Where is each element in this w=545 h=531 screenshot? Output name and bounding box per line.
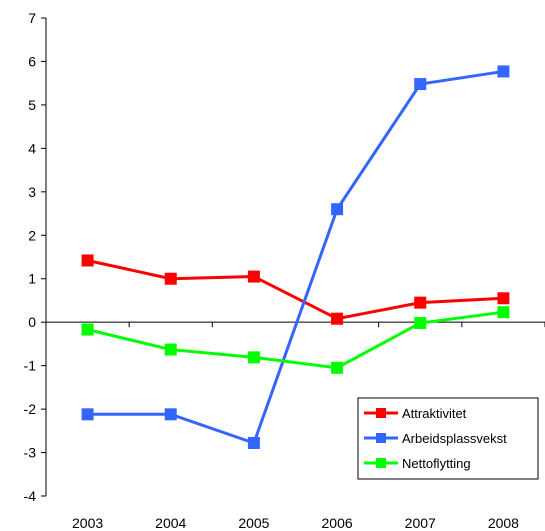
- data-point: [331, 312, 344, 325]
- data-point: [247, 436, 260, 449]
- y-tick-label: 1: [28, 271, 36, 287]
- series-line: [87, 310, 504, 370]
- y-tick-label: -4: [24, 488, 37, 504]
- data-point: [331, 361, 344, 374]
- series-attraktivitet: [81, 254, 510, 325]
- y-tick-label: 2: [28, 227, 36, 243]
- data-point: [497, 292, 510, 305]
- y-tick-label: 5: [28, 97, 36, 113]
- data-point: [414, 296, 427, 309]
- y-tick-label: -3: [24, 445, 37, 461]
- data-point: [497, 306, 510, 319]
- data-point: [81, 408, 94, 421]
- y-tick-label: 0: [28, 314, 36, 330]
- data-point: [497, 65, 510, 78]
- y-tick-label: -2: [24, 401, 37, 417]
- y-tick-label: 4: [28, 140, 36, 156]
- series-arbeidsplassvekst: [81, 65, 510, 449]
- legend-label: Attraktivitet: [402, 406, 467, 421]
- y-tick-label: 3: [28, 184, 36, 200]
- legend-label: Arbeidsplassvekst: [402, 431, 507, 446]
- data-point: [414, 78, 427, 91]
- series-nettoflytting: [81, 306, 510, 374]
- x-tick-label: 2006: [322, 515, 353, 531]
- legend-swatch-marker: [376, 408, 386, 418]
- x-tick-label: 2004: [155, 515, 186, 531]
- data-point: [81, 254, 94, 267]
- x-tick-label: 2003: [72, 515, 103, 531]
- series-layer: [81, 65, 510, 449]
- x-tick-label: 2007: [405, 515, 436, 531]
- y-tick-label: 6: [28, 53, 36, 69]
- data-point: [331, 203, 344, 216]
- data-point: [164, 408, 177, 421]
- data-point: [247, 351, 260, 364]
- series-line: [87, 259, 504, 321]
- x-tick-label: 2005: [238, 515, 269, 531]
- legend-swatch-marker: [376, 433, 386, 443]
- legend: Attraktivitet Arbeidsplassvekst Nettoflytt…: [357, 397, 539, 480]
- y-tick-label: 7: [28, 10, 36, 26]
- data-point: [164, 272, 177, 285]
- data-point: [164, 343, 177, 356]
- y-tick-label: -1: [24, 358, 37, 374]
- x-tick-label: 2008: [488, 515, 519, 531]
- legend-label: Nettoflytting: [402, 456, 471, 471]
- data-point: [81, 323, 94, 336]
- legend-swatch-marker: [376, 458, 386, 468]
- data-point: [414, 317, 427, 330]
- data-point: [247, 270, 260, 283]
- series-line: [87, 69, 504, 445]
